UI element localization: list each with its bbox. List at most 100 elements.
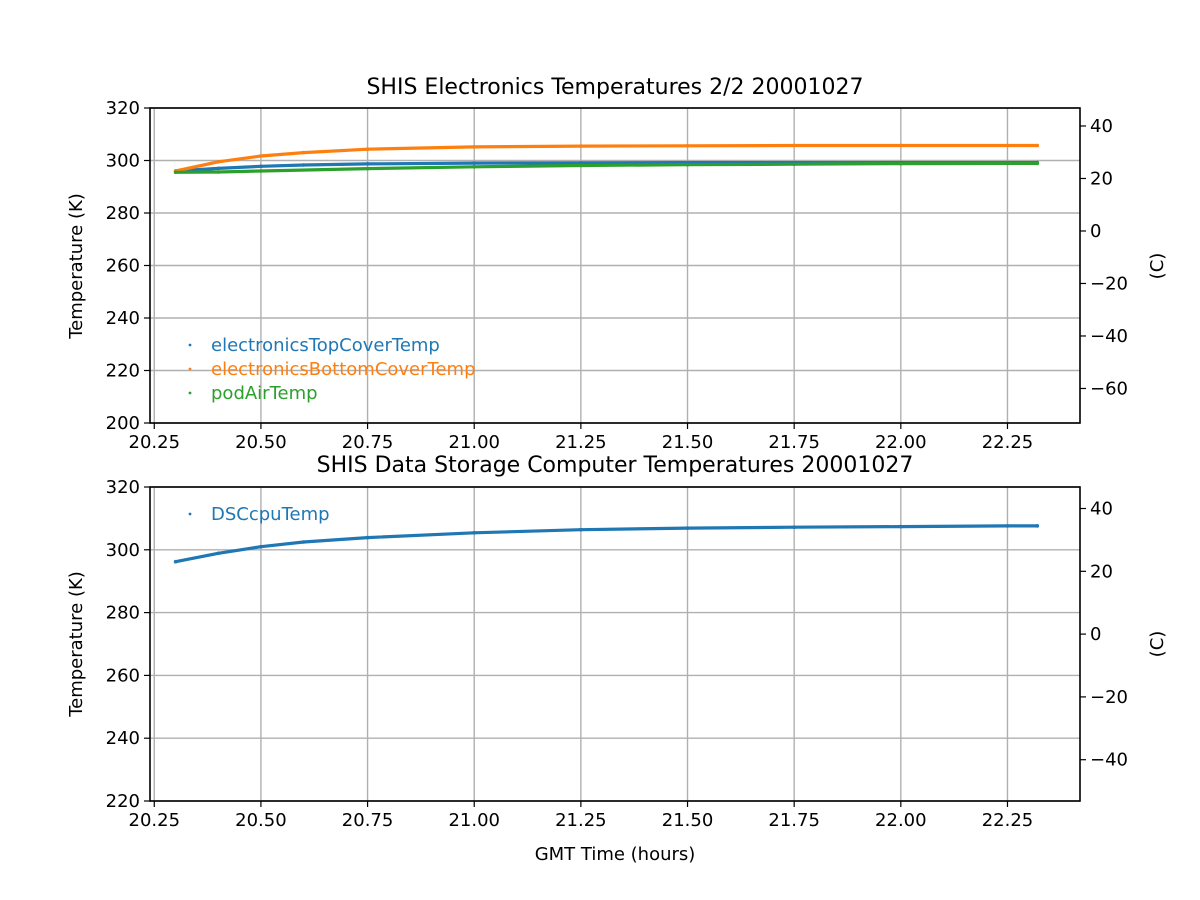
x-tick-label: 20.50 (235, 432, 287, 453)
x-tick-label: 20.25 (129, 432, 181, 453)
data-point (792, 525, 796, 529)
x-tick-label: 21.00 (448, 810, 500, 831)
data-point (579, 161, 583, 165)
data-point (301, 540, 306, 544)
data-point (365, 535, 370, 540)
data-point (259, 154, 263, 158)
x-tick-label: 21.50 (662, 810, 714, 831)
data-point (792, 162, 796, 166)
data-marks (173, 524, 1040, 564)
y2-tick-label: 0 (1090, 221, 1101, 242)
data-point (472, 531, 477, 535)
data-point (216, 160, 221, 164)
panel-data-storage-computer-temperatures: SHIS Data Storage Computer Temperatures … (66, 453, 1168, 865)
y2-tick-label: 20 (1090, 561, 1113, 582)
legend-entry-electronicsBottomCoverTemp: electronicsBottomCoverTemp (188, 359, 476, 380)
legend-marker (188, 391, 192, 395)
y-tick-labels: 220 240 260 280 300 320 (106, 477, 150, 812)
y-tick-label: 240 (106, 728, 140, 749)
y2-tick-label: −60 (1090, 378, 1128, 399)
x-tick-labels: 20.25 20.50 20.75 21.00 21.25 21.50 21.75 22.00… (129, 801, 1034, 831)
y-tick-label: 300 (106, 151, 140, 172)
y-tick-label: 280 (106, 603, 140, 624)
series-DSCcpuTemp (174, 524, 1039, 564)
legend-marker (188, 343, 192, 347)
data-point (472, 145, 477, 149)
x-tick-label: 21.75 (768, 810, 820, 831)
chart-title: SHIS Data Storage Computer Temperatures … (317, 453, 914, 478)
x-tick-label: 20.75 (342, 432, 394, 453)
y-tick-label: 260 (106, 256, 140, 277)
data-point (899, 161, 903, 166)
y-tick-label: 320 (106, 477, 140, 498)
legend-marker (188, 367, 192, 371)
y2-tick-label: 40 (1090, 499, 1113, 520)
legend-label: podAirTemp (211, 383, 318, 404)
y-axis-label: Temperature (K) (66, 571, 87, 718)
data-point (365, 162, 370, 166)
y2-tick-labels: −60 −40 −20 0 20 40 (1080, 116, 1128, 399)
y-tick-labels: 200 220 240 260 280 300 320 (106, 98, 150, 434)
x-tick-label: 22.00 (875, 810, 927, 831)
data-point (1005, 143, 1010, 148)
data-point (216, 551, 221, 556)
y-tick-label: 280 (106, 203, 140, 224)
data-point (685, 162, 690, 167)
legend-entry-electronicsTopCoverTemp: electronicsTopCoverTemp (188, 335, 440, 356)
data-point (472, 161, 477, 165)
x-tick-label: 21.25 (555, 432, 607, 453)
x-tick-label: 20.25 (129, 810, 181, 831)
x-tick-label: 21.25 (555, 810, 607, 831)
legend-entry-podAirTemp: podAirTemp (188, 383, 318, 404)
x-axis-label: GMT Time (hours) (535, 844, 696, 865)
x-tick-label: 21.00 (448, 432, 500, 453)
series-electronicsBottomCoverTemp (174, 143, 1039, 173)
legend-entry-DSCcpuTemp: DSCcpuTemp (188, 504, 330, 525)
y2-tick-label: −40 (1090, 326, 1128, 347)
data-point (301, 163, 306, 167)
y2-axis-label: (C) (1147, 253, 1168, 280)
data-point (899, 524, 903, 529)
data-point (1035, 143, 1040, 148)
data-point (1035, 524, 1040, 528)
data-point (579, 163, 583, 168)
y2-tick-label: 20 (1090, 168, 1113, 189)
axes-frame (149, 486, 1081, 802)
data-point (259, 164, 263, 169)
y2-tick-label: −20 (1090, 687, 1128, 708)
data-point (685, 526, 690, 530)
legend: DSCcpuTemp (188, 504, 330, 525)
x-tick-label: 21.75 (768, 432, 820, 453)
legend: electronicsTopCoverTemp electronicsBotto… (188, 335, 476, 404)
x-tick-labels: 20.25 20.50 20.75 21.00 21.25 21.50 21.75 22.00… (129, 423, 1034, 453)
data-point (1035, 161, 1040, 166)
data-point (301, 150, 306, 155)
y2-tick-label: 0 (1090, 624, 1101, 645)
data-point (365, 166, 370, 171)
x-tick-label: 22.25 (982, 432, 1034, 453)
data-point (173, 170, 178, 175)
x-tick-label: 20.75 (342, 810, 394, 831)
data-point (685, 144, 690, 148)
y-tick-label: 220 (106, 361, 140, 382)
y2-axis-label: (C) (1147, 631, 1168, 658)
y2-tick-label: −40 (1090, 750, 1128, 771)
x-tick-label: 22.25 (982, 810, 1034, 831)
panel-electronics-temperatures: SHIS Electronics Temperatures 2/2 200010… (66, 75, 1168, 453)
data-point (216, 170, 221, 174)
y-tick-label: 300 (106, 540, 140, 561)
y-tick-label: 220 (106, 791, 140, 812)
y2-tick-label: 40 (1090, 116, 1113, 137)
chart-title: SHIS Electronics Temperatures 2/2 200010… (366, 75, 863, 100)
data-point (899, 143, 903, 148)
data-point (579, 144, 583, 148)
data-point (1005, 161, 1010, 166)
y-tick-label: 260 (106, 665, 140, 686)
data-point (216, 166, 221, 171)
y2-tick-label: −20 (1090, 273, 1128, 294)
y-tick-label: 200 (106, 413, 140, 434)
x-tick-label: 20.50 (235, 810, 287, 831)
y2-tick-labels: −40 −20 0 20 40 (1080, 499, 1128, 771)
legend-label: electronicsTopCoverTemp (211, 335, 440, 356)
